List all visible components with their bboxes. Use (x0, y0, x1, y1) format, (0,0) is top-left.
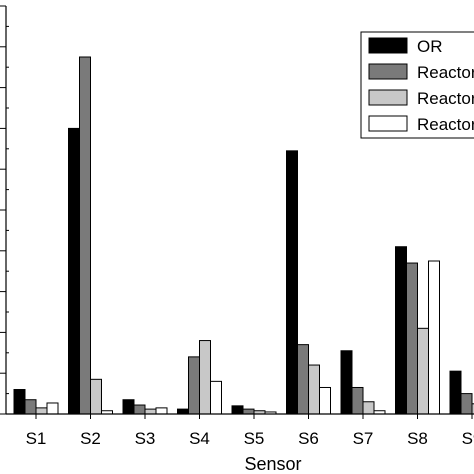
x-tick-label-s6: S6 (298, 429, 319, 448)
bar-s4-series-3 (199, 340, 211, 415)
bars-group (13, 56, 474, 415)
bar-s3-series-1 (122, 399, 135, 415)
legend-label-2: Reactor (417, 63, 474, 82)
bar-s6-series-4 (319, 386, 331, 415)
bar-s9-series-2 (460, 393, 473, 415)
bar-s4-series-2 (188, 356, 200, 415)
axes-group (0, 5, 474, 419)
bar-s4-series-4 (210, 380, 222, 415)
bar-s8-series-1 (395, 246, 407, 415)
bar-s4-series-1 (177, 408, 189, 415)
x-tick-label-s8: S8 (407, 429, 428, 448)
bar-s2-series-1 (68, 127, 80, 415)
bar-s5-series-2 (242, 408, 255, 415)
bar-s2-series-2 (79, 56, 91, 415)
x-tick-label-s4: S4 (189, 429, 210, 448)
bar-s7-series-3 (362, 401, 375, 415)
x-tick-label-s1: S1 (26, 429, 47, 448)
x-tick-label-s9: S9 (462, 429, 474, 448)
bar-s1-series-2 (24, 399, 37, 415)
bar-s3-series-4 (155, 407, 168, 415)
legend: OR Reactor Reactor Reactor (360, 31, 474, 139)
bar-s9-series-3 (471, 403, 474, 415)
x-tick-label-s3: S3 (135, 429, 156, 448)
legend-label-4: Reactor (417, 115, 474, 134)
bar-s8-series-3 (417, 327, 429, 415)
bar-s7-series-1 (340, 350, 353, 415)
legend-label-1: OR (417, 37, 443, 56)
bar-s6-series-2 (297, 344, 309, 415)
bar-s9-series-1 (449, 370, 462, 415)
bar-s2-series-3 (90, 378, 102, 415)
x-axis-title: Sensor (244, 454, 301, 474)
bar-s3-series-3 (144, 408, 157, 415)
bar-s1-series-1 (13, 389, 26, 415)
x-tick-label-s2: S2 (80, 429, 101, 448)
legend-swatch-4 (368, 115, 408, 132)
bar-s8-series-4 (428, 260, 440, 415)
bar-s6-series-3 (308, 364, 320, 415)
x-tick-labels: S1 S2 S3 S4 S5 S6 S7 S8 S9 (26, 429, 474, 448)
legend-swatch-2 (368, 63, 408, 80)
legend-swatch-1 (368, 37, 408, 54)
bar-s1-series-4 (46, 402, 59, 415)
bar-s1-series-3 (35, 407, 48, 415)
bar-s8-series-2 (406, 262, 418, 415)
bar-s3-series-2 (133, 404, 146, 415)
bar-s6-series-1 (286, 150, 298, 415)
legend-swatch-3 (368, 89, 408, 106)
bar-s5-series-1 (231, 405, 244, 415)
x-tick-label-s7: S7 (353, 429, 374, 448)
x-tick-label-s5: S5 (244, 429, 265, 448)
bar-s7-series-2 (351, 386, 364, 415)
legend-label-3: Reactor (417, 89, 474, 108)
